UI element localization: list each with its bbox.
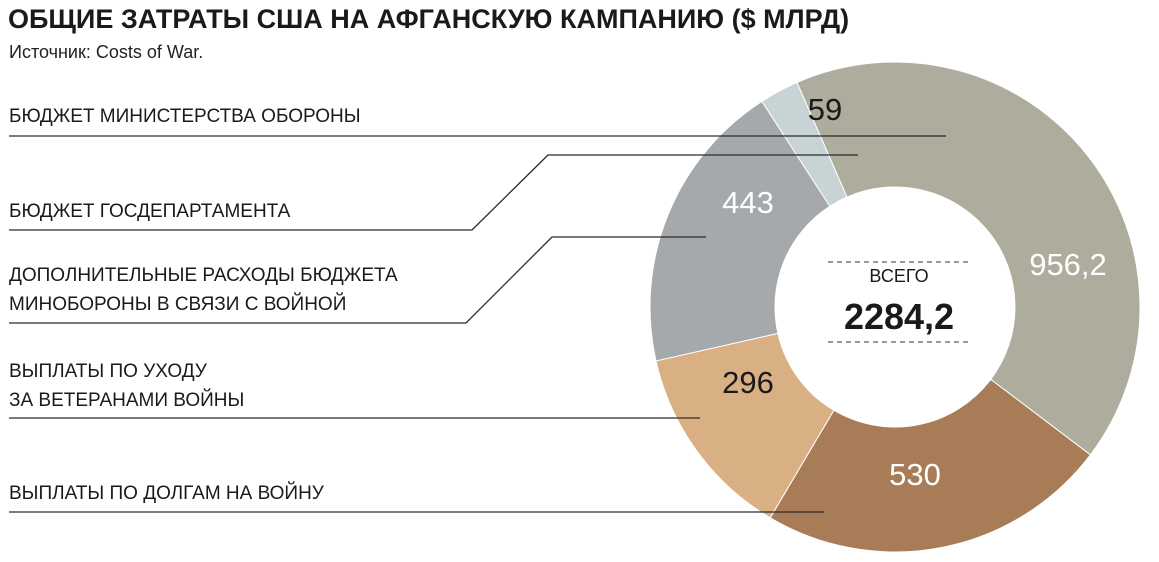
value-label-defense: 956,2 [1029, 247, 1107, 282]
label-state-line-1: БЮДЖЕТ ГОСДЕПАРТАМЕНТА [9, 201, 291, 222]
leader-line-state [9, 154, 858, 231]
chart-title: ОБЩИЕ ЗАТРАТЫ США НА АФГАНСКУЮ КАМПАНИЮ … [8, 4, 850, 34]
slice-state [761, 81, 848, 207]
leader-lines [9, 135, 946, 513]
label-veterans-line-1: ВЫПЛАТЫ ПО УХОДУ [9, 361, 207, 382]
value-label-veterans: 296 [722, 365, 774, 400]
label-interest-line-1: ВЫПЛАТЫ ПО ДОЛГАМ НА ВОЙНУ [9, 483, 324, 504]
label-defense-line-1: БЮДЖЕТ МИНИСТЕРСТВА ОБОРОНЫ [9, 106, 361, 127]
value-labels: 956,2 530 296 443 59 [722, 92, 1107, 492]
value-label-interest: 530 [889, 457, 941, 492]
slice-veterans [655, 332, 835, 519]
total-label: ВСЕГО [869, 266, 928, 286]
label-oco-line-1: ДОПОЛНИТЕЛЬНЫЕ РАСХОДЫ БЮДЖЕТА [9, 265, 398, 286]
slice-interest [769, 378, 1092, 553]
slice-defense [796, 61, 1141, 456]
total-value: 2284,2 [844, 296, 954, 337]
source-note: Источник: Costs of War. [9, 42, 204, 62]
label-veterans-line-2: ЗА ВЕТЕРАНАМИ ВОЙНЫ [9, 390, 245, 411]
value-label-oco: 443 [722, 185, 774, 220]
leader-line-oco [9, 236, 706, 324]
label-oco-line-2: МИНОБОРОНЫ В СВЯЗИ С ВОЙНОЙ [9, 294, 347, 315]
slice-oco [649, 100, 831, 362]
value-label-state: 59 [808, 92, 842, 127]
donut-slices [649, 61, 1141, 553]
